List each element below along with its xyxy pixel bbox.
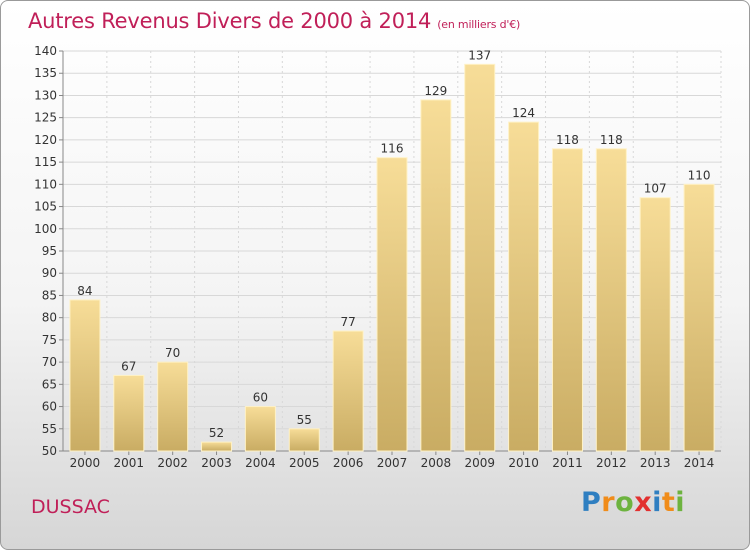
x-tick-label: 2009: [464, 456, 495, 470]
bar: [113, 374, 145, 452]
bar: [244, 406, 276, 452]
bar-value-label: 60: [253, 391, 268, 405]
logo-letter: i: [652, 487, 662, 518]
bar-value-label: 52: [209, 426, 224, 440]
chart-subtitle: (en milliers d'€): [437, 18, 521, 31]
logo-letter: i: [675, 487, 686, 518]
y-tick-label: 105: [34, 200, 57, 214]
bar-value-label: 67: [121, 359, 136, 373]
bar: [157, 361, 189, 452]
y-tick-label: 135: [34, 66, 57, 80]
bar-value-label: 137: [468, 48, 491, 62]
y-tick-label: 70: [42, 355, 57, 369]
x-tick-label: 2012: [596, 456, 627, 470]
logo-letter: x: [634, 487, 653, 518]
bar-value-label: 70: [165, 346, 180, 360]
y-tick-label: 110: [34, 177, 57, 191]
x-tick-label: 2010: [508, 456, 539, 470]
bar-value-label: 107: [644, 182, 667, 196]
y-tick-label: 125: [34, 111, 57, 125]
x-tick-label: 2004: [245, 456, 276, 470]
x-tick-label: 2007: [377, 456, 408, 470]
bar: [464, 63, 496, 452]
logo-letter: P: [581, 487, 602, 518]
logo-letter: t: [661, 487, 676, 518]
x-tick-label: 2003: [201, 456, 232, 470]
bar-value-label: 84: [77, 284, 92, 298]
y-tick-label: 55: [42, 422, 57, 436]
x-tick-label: 2014: [684, 456, 715, 470]
y-tick-label: 130: [34, 88, 57, 102]
bar-value-label: 124: [512, 106, 535, 120]
y-tick-label: 60: [42, 400, 57, 414]
bar: [376, 157, 408, 452]
logo-letter: o: [615, 487, 635, 518]
x-tick-label: 2013: [640, 456, 671, 470]
bar-value-label: 129: [424, 84, 447, 98]
bar: [595, 148, 627, 452]
y-tick-label: 50: [42, 444, 57, 458]
y-tick-label: 80: [42, 311, 57, 325]
bar-value-label: 118: [600, 133, 623, 147]
proxiti-logo: Proxiti: [581, 487, 685, 518]
bar: [69, 299, 101, 452]
x-tick-label: 2000: [70, 456, 101, 470]
bar: [551, 148, 583, 452]
bar: [639, 197, 671, 452]
x-tick-label: 2006: [333, 456, 364, 470]
y-tick-label: 140: [34, 44, 57, 58]
y-tick-label: 115: [34, 155, 57, 169]
y-tick-label: 120: [34, 133, 57, 147]
x-tick-label: 2002: [157, 456, 188, 470]
place-label: DUSSAC: [31, 496, 110, 518]
bar: [508, 121, 540, 452]
bar: [332, 330, 364, 452]
bar: [420, 99, 452, 452]
x-tick-label: 2008: [421, 456, 452, 470]
axes: 50 55 60 65 70 75 80 85 90 95 100 105 110 115 120 125 13…: [34, 44, 721, 458]
bar-value-label: 77: [340, 315, 355, 329]
y-tick-label: 90: [42, 266, 57, 280]
labels: 84 2000 67 2001 70 2002 52 2003 60 2004 55 2005 77 20…: [70, 48, 715, 470]
bar: [201, 441, 233, 452]
y-tick-label: 95: [42, 244, 57, 258]
x-tick-label: 2011: [552, 456, 583, 470]
chart-title: Autres Revenus Divers de 2000 à 2014 (en …: [28, 9, 520, 33]
y-tick-label: 75: [42, 333, 57, 347]
bars: [69, 63, 715, 452]
title-text: Autres Revenus Divers de 2000 à 2014: [28, 9, 432, 33]
y-tick-label: 85: [42, 288, 57, 302]
logo-letter: r: [601, 487, 616, 518]
bar-value-label: 110: [688, 168, 711, 182]
bar-value-label: 118: [556, 133, 579, 147]
x-tick-label: 2001: [114, 456, 145, 470]
bar: [288, 428, 320, 452]
bar-value-label: 55: [297, 413, 312, 427]
y-tick-label: 65: [42, 377, 57, 391]
bar-value-label: 116: [381, 142, 404, 156]
y-tick-label: 100: [34, 222, 57, 236]
bar: [683, 183, 715, 452]
x-tick-label: 2005: [289, 456, 320, 470]
